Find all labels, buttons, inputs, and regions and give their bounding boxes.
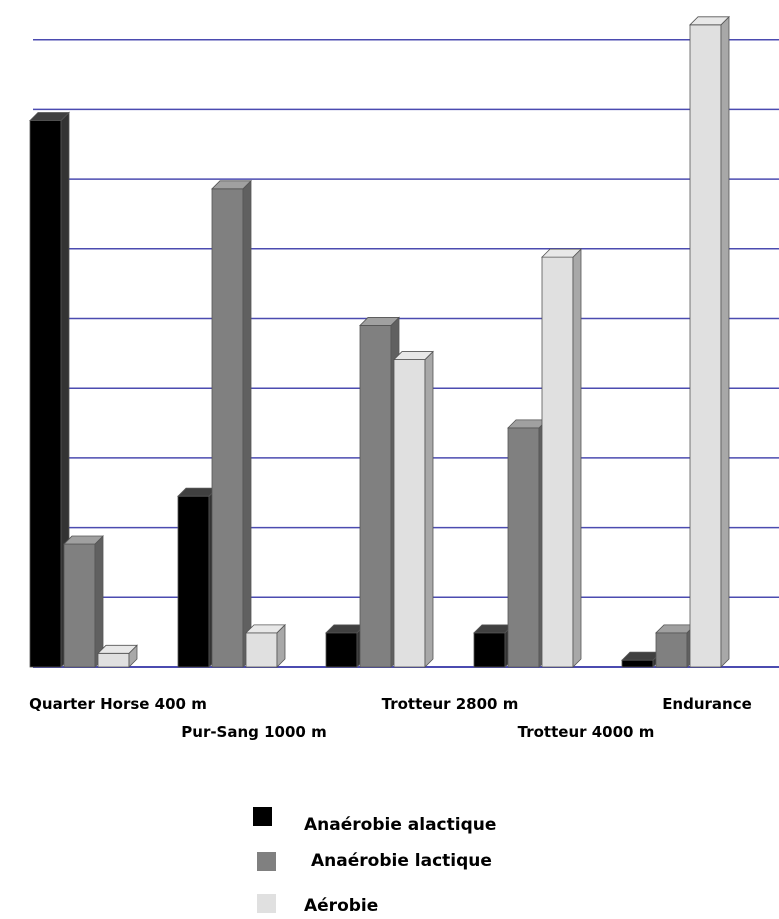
bars <box>30 17 729 667</box>
x-tick-label: Trotteur 2800 m <box>382 695 519 713</box>
x-tick-label: Quarter Horse 400 m <box>29 695 207 713</box>
legend-swatch <box>257 894 276 913</box>
x-tick-label: Endurance <box>662 695 752 713</box>
bar <box>656 625 695 667</box>
legend-swatch <box>253 807 272 826</box>
bar <box>98 645 137 667</box>
x-tick-label: Trotteur 4000 m <box>518 723 655 741</box>
legend-item: Aérobie <box>257 894 378 916</box>
bar <box>246 625 285 667</box>
bar <box>30 112 69 667</box>
bar <box>508 420 547 667</box>
bar <box>178 488 217 667</box>
legend: Anaérobie alactique Anaérobie lactique Aér… <box>253 807 496 916</box>
bar <box>690 17 729 667</box>
bar <box>64 536 103 667</box>
bar <box>542 249 581 667</box>
category-labels: Quarter Horse 400 m Pur-Sang 1000 m Trotte… <box>29 695 752 741</box>
bar <box>474 625 513 667</box>
legend-label: Aérobie <box>304 896 378 916</box>
bar <box>622 652 661 667</box>
bar <box>212 181 251 667</box>
bar <box>326 625 365 667</box>
legend-label: Anaérobie alactique <box>304 815 496 835</box>
legend-swatch <box>257 852 276 871</box>
legend-item: Anaérobie lactique <box>257 851 492 871</box>
bar <box>394 352 433 667</box>
legend-label: Anaérobie lactique <box>311 851 492 871</box>
x-tick-label: Pur-Sang 1000 m <box>181 723 326 741</box>
legend-item: Anaérobie alactique <box>253 807 496 835</box>
bar <box>360 317 399 667</box>
